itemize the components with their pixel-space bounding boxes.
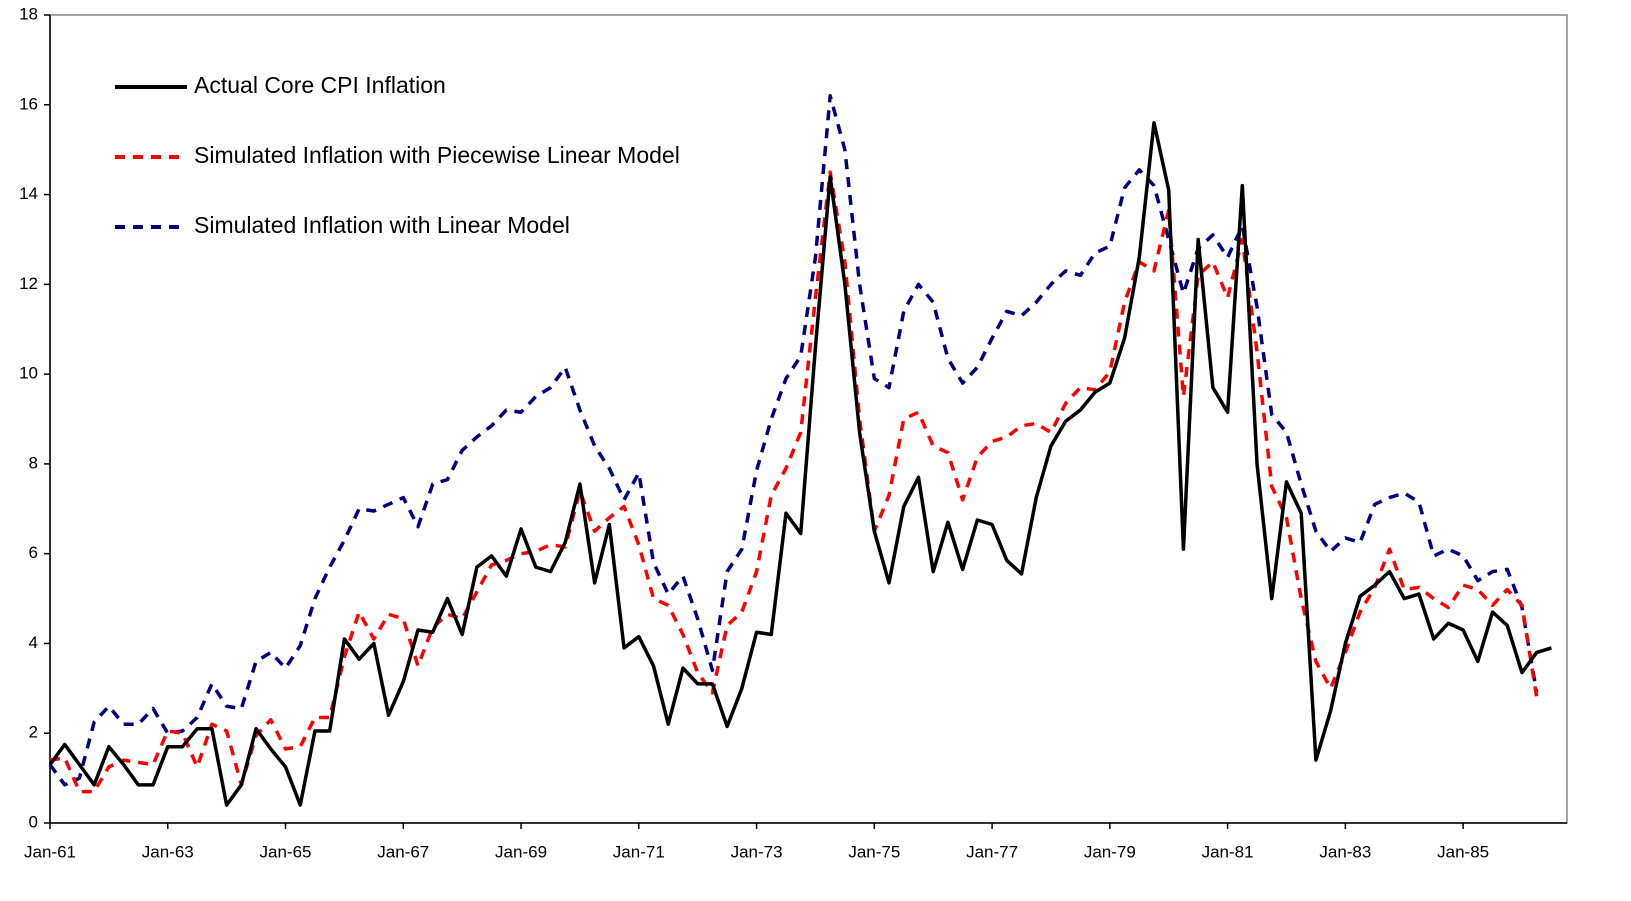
series-line bbox=[48, 94, 1539, 787]
x-tick-label: Jan-61 bbox=[24, 842, 76, 861]
x-tick-label: Jan-83 bbox=[1319, 842, 1371, 861]
x-tick-label: Jan-81 bbox=[1202, 842, 1254, 861]
x-tick-label: Jan-67 bbox=[377, 842, 429, 861]
x-tick-label: Jan-71 bbox=[613, 842, 665, 861]
legend: Actual Core CPI Inflation Simulated Infla… bbox=[115, 72, 680, 238]
x-tick-label: Jan-79 bbox=[1084, 842, 1136, 861]
legend-label: Actual Core CPI Inflation bbox=[194, 72, 446, 98]
y-tick-label: 10 bbox=[19, 364, 38, 383]
x-tick-label: Jan-77 bbox=[966, 842, 1018, 861]
series-line bbox=[49, 170, 1539, 794]
y-tick-label: 16 bbox=[19, 94, 38, 113]
y-tick-label: 0 bbox=[29, 812, 38, 831]
y-tick-label: 14 bbox=[19, 184, 38, 203]
legend-label: Simulated Inflation with Linear Model bbox=[194, 212, 570, 238]
y-tick-label: 8 bbox=[29, 453, 38, 472]
x-tick-label: Jan-73 bbox=[731, 842, 783, 861]
x-tick-label: Jan-69 bbox=[495, 842, 547, 861]
y-tick-label: 2 bbox=[29, 723, 38, 742]
x-tick-label: Jan-75 bbox=[848, 842, 900, 861]
x-tick-label: Jan-65 bbox=[260, 842, 312, 861]
legend-label: Simulated Inflation with Piecewise Linea… bbox=[194, 142, 680, 168]
y-tick-label: 4 bbox=[29, 633, 38, 652]
y-tick-label: 18 bbox=[19, 4, 38, 23]
x-tick-label: Jan-85 bbox=[1437, 842, 1489, 861]
y-tick-label: 6 bbox=[29, 543, 38, 562]
x-tick-label: Jan-63 bbox=[142, 842, 194, 861]
series-line bbox=[48, 120, 1552, 807]
y-tick-label: 12 bbox=[19, 274, 38, 293]
